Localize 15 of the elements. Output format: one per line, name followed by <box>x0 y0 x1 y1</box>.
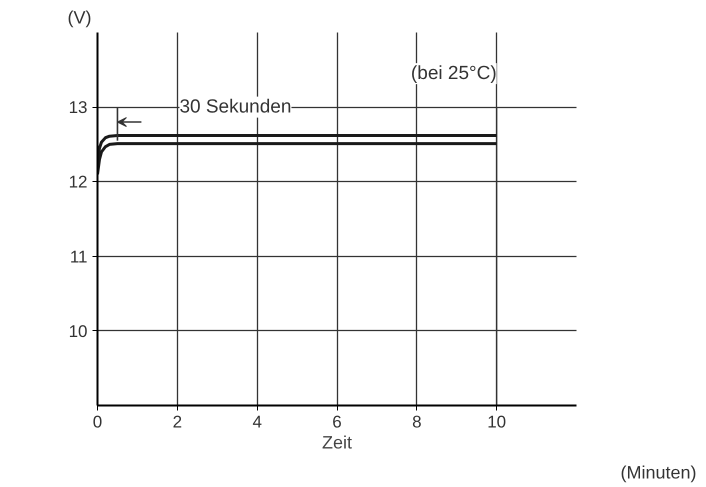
x-tick-label: 10 <box>487 412 506 432</box>
x-axis-title: Zeit <box>322 432 352 452</box>
x-tick-label: 4 <box>252 412 262 432</box>
y-tick-label: 10 <box>68 322 88 341</box>
y-tick-label: 12 <box>68 172 88 192</box>
y-axis-title: (V) <box>68 8 92 28</box>
x-tick-label: 0 <box>92 412 102 432</box>
y-tick-label: 13 <box>68 98 88 118</box>
x-tick-label: 6 <box>332 412 342 432</box>
ref-line-label: 30 Sekunden <box>179 96 292 118</box>
annotation: (bei 25°C) <box>410 63 497 84</box>
y-tick-label: 11 <box>70 247 88 266</box>
x-tick-label: 8 <box>412 412 422 432</box>
x-tick-label: 2 <box>172 412 182 432</box>
text: (Minuten) <box>620 462 697 482</box>
